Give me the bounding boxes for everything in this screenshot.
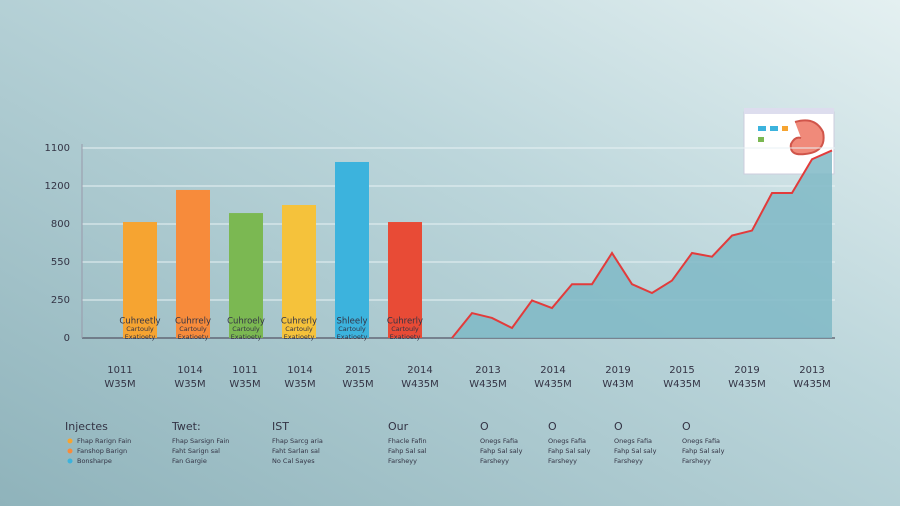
x-label: 1014 (177, 365, 202, 376)
bar-note: Exatioety (125, 333, 156, 341)
legend-line: Onegs Fafia (614, 437, 652, 445)
x-label: 2019 (734, 365, 759, 376)
legend-dot (67, 438, 73, 444)
bar (282, 205, 316, 338)
legend-dot (67, 448, 73, 454)
legend-line: Onegs Fafia (548, 437, 586, 445)
legend-title: O (480, 420, 489, 433)
legend-line: Fhap Sarcg aria (272, 437, 323, 445)
x-label: 2015 (345, 365, 370, 376)
line (451, 149, 833, 339)
legend-line: Fahp Sal saly (682, 447, 725, 455)
legend-title: Twet: (171, 420, 201, 433)
x-label: 2014 (407, 365, 432, 376)
bar (176, 189, 210, 338)
legend-line: Farsheyy (548, 457, 577, 465)
x-label: W43M (602, 379, 633, 390)
legend-line: Faht Sarlan sal (272, 447, 320, 455)
legend-title: O (548, 420, 557, 433)
bar-note: Cartouly (179, 325, 207, 333)
x-label: 2013 (475, 365, 500, 376)
x-label: W35M (342, 379, 373, 390)
x-label: W35M (229, 379, 260, 390)
y-tick-label: 250 (51, 295, 70, 306)
x-label: W435M (663, 379, 701, 390)
x-label: W435M (728, 379, 766, 390)
bar-note: Exatioety (337, 333, 368, 341)
bar-note: Exatioety (390, 333, 421, 341)
x-label: 2015 (669, 365, 694, 376)
x-label: W435M (401, 379, 439, 390)
legend-title: Our (388, 420, 409, 433)
legend-line: Fahp Sal saly (548, 447, 591, 455)
bar-note: Cartouly (232, 325, 260, 333)
bar-label: Shleely (337, 317, 368, 327)
x-label: 2014 (540, 365, 565, 376)
legend-line: Farsheyy (614, 457, 643, 465)
y-tick-label: 800 (51, 219, 70, 230)
legend-dot (67, 458, 73, 464)
bar-label: Cuhrrely (175, 317, 211, 327)
y-tick-label: 550 (51, 257, 70, 268)
y-tick-label: 1100 (45, 143, 70, 154)
legend-line: Fanshop Barign (77, 447, 127, 455)
x-label: 1014 (287, 365, 312, 376)
x-label: W35M (174, 379, 205, 390)
legend-line: Farsheyy (388, 457, 417, 465)
bar-note: Cartouly (338, 325, 366, 333)
bar (229, 213, 263, 338)
x-label: 2013 (799, 365, 824, 376)
legend-line: Fhacle Fafin (388, 437, 427, 445)
bar (335, 161, 369, 338)
x-label: 1011 (232, 365, 257, 376)
bar-note: Cartouly (126, 325, 154, 333)
bar-note: Exatioety (284, 333, 315, 341)
legend-line: Fhap Sarsign Fain (172, 437, 229, 445)
legend-line: Farsheyy (682, 457, 711, 465)
legend-line: Onegs Fafia (480, 437, 518, 445)
calendar-icon (743, 108, 835, 175)
legend-line: Faht Sarign sal (172, 447, 220, 455)
area (452, 150, 832, 338)
bar (388, 222, 422, 338)
legend-title: IST (272, 420, 289, 433)
bar-label: Cuhreetly (119, 317, 160, 327)
legend-line: Farsheyy (480, 457, 509, 465)
legend-line: Fahp Sal sal (388, 447, 427, 455)
legend-line: Fahp Sal saly (480, 447, 523, 455)
legend-title: O (614, 420, 623, 433)
legend-title: Injectes (65, 420, 108, 433)
bar-note: Exatioety (231, 333, 262, 341)
bar-note: Cartouly (285, 325, 313, 333)
y-tick-label: 0 (64, 333, 70, 344)
x-label: W35M (284, 379, 315, 390)
legend-line: Fan Gargie (172, 457, 207, 465)
legend-line: Fhap Rarign Fain (77, 437, 131, 445)
y-tick-label: 1200 (45, 181, 70, 192)
bar-label: Cuhroely (227, 317, 265, 327)
legend-title: O (682, 420, 691, 433)
bar-label: Cuhrerly (387, 317, 423, 327)
bar-label: Cuhrerly (281, 317, 317, 327)
x-label: 2019 (605, 365, 630, 376)
x-label: 1011 (107, 365, 132, 376)
bar (123, 222, 157, 338)
x-label: W435M (793, 379, 831, 390)
x-label: W435M (534, 379, 572, 390)
legend-line: Fahp Sal saly (614, 447, 657, 455)
legend-line: No Cal Sayes (272, 457, 315, 465)
x-label: W435M (469, 379, 507, 390)
legend-line: Bonsharpe (77, 457, 112, 465)
bar-note: Exatioety (178, 333, 209, 341)
bar-note: Cartouly (391, 325, 419, 333)
x-label: W35M (104, 379, 135, 390)
legend-line: Onegs Fafia (682, 437, 720, 445)
